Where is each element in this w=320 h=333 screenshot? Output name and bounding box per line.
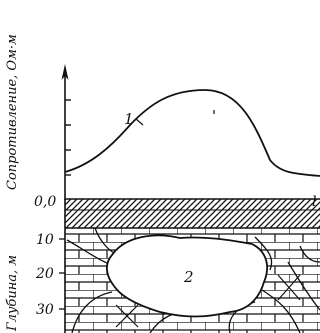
karst-cavity [106,234,268,318]
resistance-axis-label: Сопротивление, Ом·м [5,34,20,190]
surface-layers [65,198,320,229]
depth-tick-label: 20 [35,266,54,282]
zero-level-label: 0,0 [34,194,56,210]
rock-section [65,227,320,333]
depth-tick-label: 30 [36,302,54,318]
cavity-label: 2 [183,268,194,286]
axis-arrow-icon [61,64,69,80]
resistance-curve [64,89,320,177]
curve-label-leader [135,118,144,126]
depth-axis-label: Глубина, м [5,255,20,332]
depth-tick-label: 10 [36,232,54,248]
resistance-axis [61,64,71,200]
depth-axis: 10 20 30 [35,199,66,333]
curve-label: 1 [124,110,134,128]
